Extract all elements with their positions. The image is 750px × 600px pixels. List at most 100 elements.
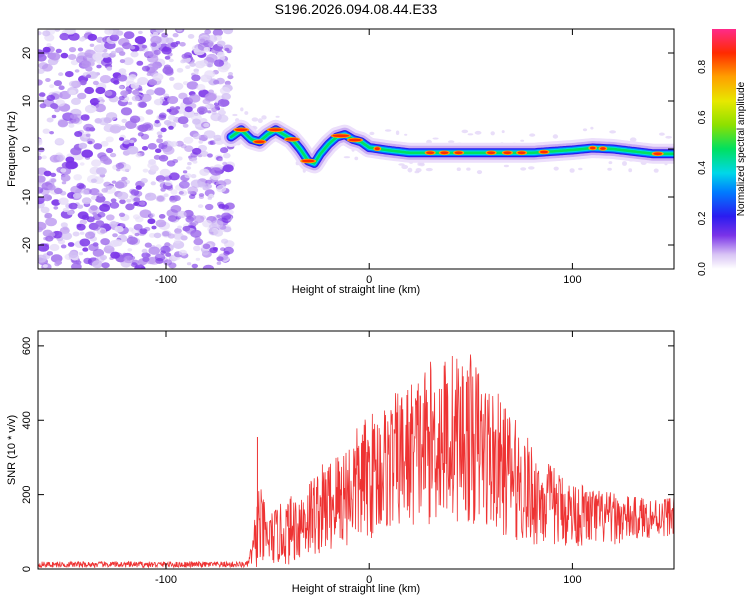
noise-speck [51,114,57,119]
ridge-hotspot [454,151,463,155]
noise-speck [61,181,67,185]
noise-speck [146,72,152,76]
noise-speck [186,262,192,266]
noise-speck [123,255,135,264]
noise-speck [45,217,57,227]
noise-speck [191,74,201,82]
noise-speck [164,180,173,187]
noise-speck [216,184,227,193]
noise-speck [136,60,144,66]
noise-speck [90,178,97,183]
noise-speck [343,156,351,159]
noise-speck [65,160,78,170]
noise-speck [187,34,195,39]
y-tick-label: 10 [21,95,33,107]
noise-speck [40,206,50,214]
noise-speck [100,229,106,234]
noise-speck [141,146,149,151]
spectrogram-content [38,29,674,269]
noise-speck [167,114,176,121]
noise-speck [153,232,162,239]
noise-speck [158,154,169,162]
y-tick-label: -10 [21,189,33,205]
noise-speck [118,137,125,141]
noise-speck [223,246,234,255]
noise-speck [42,194,52,202]
noise-speck [149,29,161,34]
noise-speck [417,162,421,166]
noise-speck [111,180,117,184]
noise-speck [205,203,214,211]
noise-speck [77,204,84,209]
noise-speck [207,196,212,200]
noise-speck [137,101,147,108]
noise-speck [582,128,588,132]
noise-speck [141,65,150,72]
noise-speck [176,29,183,32]
noise-speck [150,35,162,45]
noise-speck [653,168,659,173]
noise-speck [53,206,59,210]
noise-speck [60,244,67,249]
noise-speck [54,187,63,195]
noise-speck [520,167,527,171]
noise-speck [65,71,74,78]
noise-speck [126,236,138,245]
noise-speck [101,262,110,269]
noise-speck [61,232,73,241]
noise-speck [190,229,202,238]
ridge-hotspot [301,159,315,163]
noise-speck [404,133,408,136]
snr-content [38,354,674,569]
noise-speck [85,231,96,239]
colorbar-tick-label: 0.8 [697,60,708,74]
noise-speck [221,204,230,210]
noise-speck [54,29,61,32]
noise-speck [130,189,140,196]
noise-speck [68,123,75,128]
noise-speck [178,249,188,256]
noise-speck [140,178,148,184]
noise-speck [476,170,483,175]
noise-speck [203,47,211,52]
noise-speck [173,232,184,240]
noise-speck [71,97,81,105]
noise-speck [205,92,217,102]
noise-speck [110,123,122,133]
noise-speck [456,167,461,171]
noise-speck [110,77,119,84]
noise-speck [77,92,87,100]
noise-speck [461,129,469,134]
noise-speck [110,50,117,55]
noise-speck [261,115,267,120]
noise-speck [38,243,50,252]
noise-speck [129,139,135,144]
noise-speck [474,130,482,135]
noise-speck [193,238,204,246]
noise-speck [53,80,63,87]
noise-speck [163,93,170,98]
noise-speck [52,230,63,239]
noise-speck [165,252,172,257]
noise-speck [178,92,188,100]
noise-speck [120,223,126,228]
noise-speck [164,242,171,247]
noise-speck [66,210,74,216]
noise-speck [95,167,107,176]
x-tick-label: 100 [563,574,581,586]
noise-speck [129,45,136,50]
noise-speck [100,140,109,147]
noise-speck [204,70,216,79]
noise-speck [98,117,110,126]
noise-speck [68,251,79,259]
noise-speck [135,185,142,190]
noise-speck [194,71,199,75]
noise-speck [104,90,113,96]
noise-speck [38,147,45,153]
noise-speck [168,125,174,130]
noise-speck [74,69,80,73]
noise-speck [200,150,209,157]
noise-speck [86,74,92,79]
